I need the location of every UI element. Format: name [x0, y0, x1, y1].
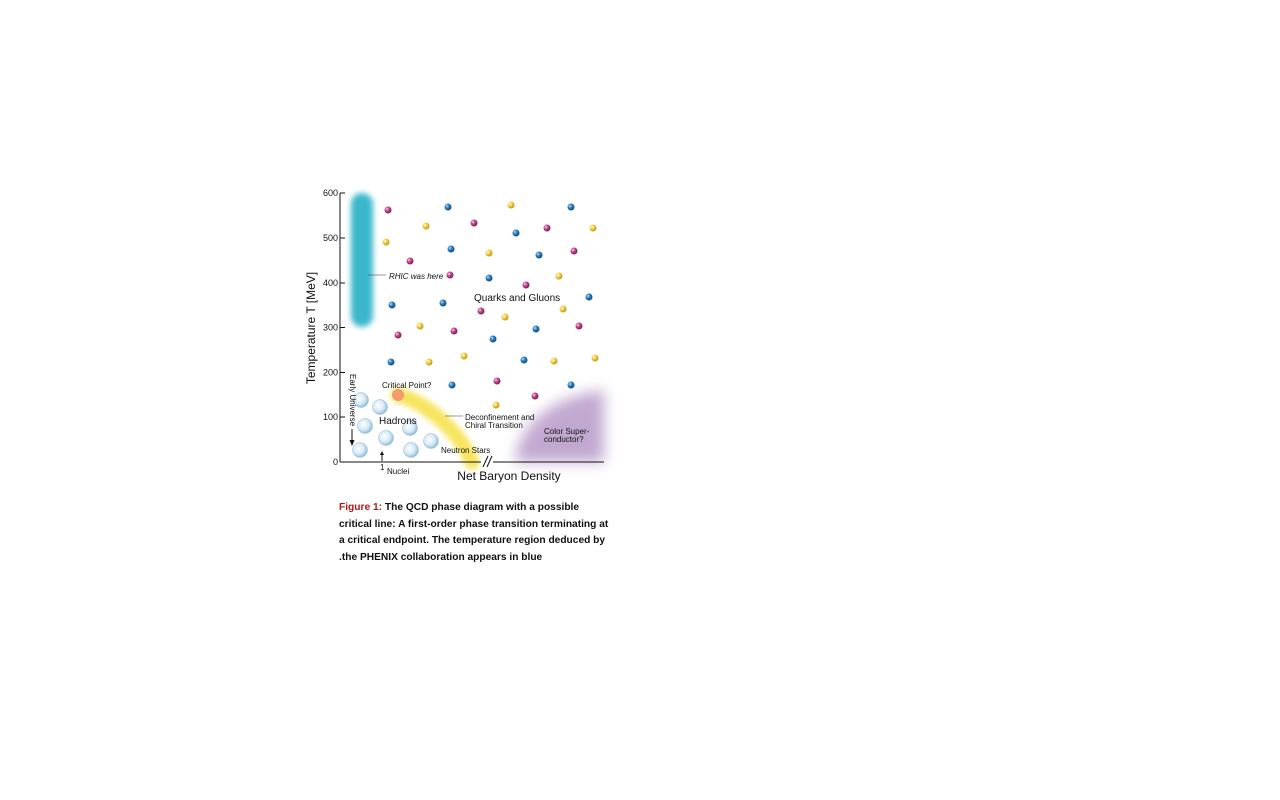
axis-break-icon — [481, 455, 493, 468]
blue-particle — [448, 381, 456, 389]
hadron-bubble — [372, 399, 388, 415]
yellow-particle — [507, 201, 515, 209]
yellow-particle — [416, 322, 424, 330]
pink-particle — [406, 257, 414, 265]
critical-point-label: Critical Point? — [382, 381, 432, 390]
yellow-particle — [591, 354, 599, 362]
blue-particle — [512, 229, 520, 237]
nuclei-arrow-icon — [380, 451, 384, 461]
yellow-particle — [589, 224, 597, 232]
transition-label-line2: Chiral Transition — [465, 421, 523, 430]
yellow-particle — [460, 352, 468, 360]
pink-particle — [493, 377, 501, 385]
blue-particle — [567, 381, 575, 389]
critical-point-marker — [392, 389, 404, 401]
quarks-gluons-label: Quarks and Gluons — [474, 293, 560, 304]
hadrons-label: Hadrons — [379, 416, 417, 427]
blue-particle — [489, 335, 497, 343]
rhic-band — [351, 193, 373, 327]
color-superconductor-region — [515, 390, 604, 462]
caption-text: The QCD phase diagram with a possible cr… — [339, 502, 609, 563]
y-tick-label: 200 — [323, 368, 338, 378]
blue-particle — [520, 356, 528, 364]
transition-label-line1: Deconfinement and — [465, 413, 534, 422]
blue-particle — [447, 245, 455, 253]
pink-particle — [522, 281, 530, 289]
pink-particle — [531, 392, 539, 400]
blue-particle — [387, 358, 395, 366]
yellow-particle — [555, 272, 563, 280]
hadron-bubble — [403, 442, 419, 458]
blue-particle — [485, 274, 493, 282]
hadron-bubbles — [352, 392, 439, 458]
diagram-canvas: 0 100 200 300 400 500 600 Temperature T … — [304, 188, 604, 483]
early-universe-label: Early Universe — [348, 374, 357, 427]
nuclei-label: Nuclei — [387, 467, 409, 476]
hadron-bubble — [352, 442, 368, 458]
x-axis-title: Net Baryon Density — [457, 469, 560, 483]
pink-particle — [570, 247, 578, 255]
quark-gluon-particles — [382, 201, 599, 409]
pink-particle — [543, 224, 551, 232]
y-tick-label: 300 — [323, 323, 338, 333]
pink-particle — [446, 271, 454, 279]
figure-label: Figure 1: — [339, 502, 383, 513]
color-superconductor-label-line1: Color Super- — [544, 427, 590, 436]
pink-particle — [394, 331, 402, 339]
blue-particle — [535, 251, 543, 259]
neutron-stars-label: Neutron Stars — [441, 446, 490, 455]
yellow-particle — [550, 357, 558, 365]
color-superconductor-label-line2: conductor? — [544, 435, 584, 444]
pink-particle — [384, 206, 392, 214]
blue-particle — [388, 301, 396, 309]
blue-particle — [444, 203, 452, 211]
pink-particle — [477, 307, 485, 315]
qcd-phase-diagram: 0 100 200 300 400 500 600 Temperature T … — [300, 185, 620, 485]
transition-band — [390, 387, 480, 470]
yellow-particle — [559, 305, 567, 313]
blue-particle — [585, 293, 593, 301]
pink-particle — [470, 219, 478, 227]
y-tick-label: 0 — [333, 457, 338, 467]
hadron-bubble — [423, 433, 439, 449]
y-ticks — [340, 192, 345, 463]
hadron-bubble — [402, 420, 418, 436]
yellow-particle — [382, 238, 390, 246]
hadron-bubble — [378, 430, 394, 446]
blue-particle — [439, 299, 447, 307]
figure-caption: Figure 1: The QCD phase diagram with a p… — [339, 500, 609, 566]
early-universe-arrow-icon — [349, 429, 355, 446]
hadron-bubble — [353, 392, 369, 408]
y-tick-label: 100 — [323, 412, 338, 422]
yellow-particle — [492, 401, 500, 409]
yellow-particle — [425, 358, 433, 366]
y-tick-label: 500 — [323, 233, 338, 243]
y-axis-title: Temperature T [MeV] — [304, 272, 318, 384]
yellow-particle — [501, 313, 509, 321]
y-tick-label: 600 — [323, 188, 338, 198]
hadron-bubble — [357, 418, 373, 434]
pink-particle — [575, 322, 583, 330]
rhic-label: RHIC was here — [389, 272, 444, 281]
yellow-particle — [485, 249, 493, 257]
blue-particle — [532, 325, 540, 333]
blue-particle — [567, 203, 575, 211]
x-tick-label: 1 — [380, 463, 385, 472]
yellow-particle — [422, 222, 430, 230]
y-tick-label: 400 — [323, 278, 338, 288]
pink-particle — [450, 327, 458, 335]
